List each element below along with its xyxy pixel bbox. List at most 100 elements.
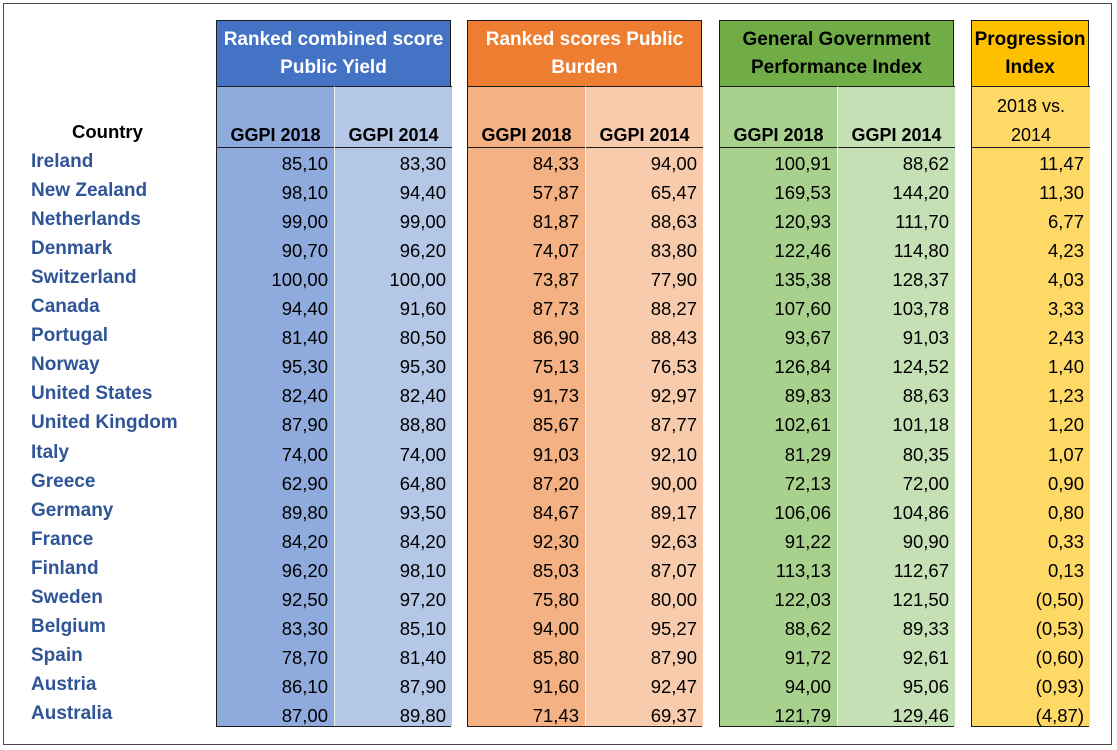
column-header: GGPI 2014: [851, 125, 942, 145]
table-cell: (0,60): [1035, 646, 1084, 668]
table-cell: 87,90: [650, 646, 697, 668]
table-cell: 95,30: [281, 356, 328, 378]
table-cell: 65,47: [650, 182, 697, 204]
table-cell: 6,77: [1047, 211, 1084, 233]
table-cell: 88,27: [650, 298, 697, 320]
table-cell: 96,20: [281, 559, 328, 581]
table-cell: 73,87: [532, 269, 579, 291]
table-cell: 89,17: [650, 501, 697, 523]
table-cell: 85,67: [532, 414, 579, 436]
table-cell: 74,00: [399, 443, 446, 465]
table-cell: 91,60: [532, 675, 579, 697]
table-cell: 87,20: [532, 472, 579, 494]
table-cell: 92,47: [650, 675, 697, 697]
data-column: GGPI 2014 94,00 65,47 88,63 83,80 77,90 88,27 8…: [585, 86, 703, 726]
table-cell: (4,87): [1035, 704, 1084, 726]
public-burden-panel: Ranked scores Public Burden GGPI 2018 84,3…: [467, 20, 703, 727]
data-column: GGPI 2018 84,33 57,87 81,87 74,07 73,87 87,73 8…: [468, 86, 585, 726]
table-cell: 88,80: [399, 414, 446, 436]
table-cell: 83,30: [399, 153, 446, 174]
table-cell: 98,10: [281, 182, 328, 204]
table-cell: 85,80: [532, 646, 579, 668]
table-cell: 72,00: [902, 472, 949, 494]
table-cell: 84,20: [399, 530, 446, 552]
data-column: 2018 vs. 2014 11,47 11,30 6,77 4,23 4,03 3,33 2,…: [972, 86, 1090, 726]
country-name: Ireland: [31, 151, 94, 172]
table-cell: 86,90: [532, 327, 579, 349]
public-yield-panel: Ranked combined score Public Yield GGPI 2…: [216, 20, 452, 727]
table-cell: 89,33: [902, 617, 949, 639]
table-cell: 99,00: [281, 211, 328, 233]
table-cell: 85,10: [399, 617, 446, 639]
group-title: General Government Performance Index: [720, 21, 953, 86]
country-name: France: [31, 528, 94, 550]
table-cell: 104,86: [892, 501, 949, 523]
table-cell: 3,33: [1047, 298, 1084, 320]
table-cell: 93,50: [399, 501, 446, 523]
column-header-rule: [217, 147, 334, 148]
table-cell: 87,90: [281, 414, 328, 436]
group-title: Progression Index: [972, 21, 1088, 86]
table-cell: 74,07: [532, 240, 579, 262]
table-cell: 93,67: [784, 327, 831, 349]
table-cell: 80,50: [399, 327, 446, 349]
table-cell: 78,70: [281, 646, 328, 668]
table-cell: 88,62: [902, 153, 949, 174]
table-cell: 0,90: [1047, 472, 1084, 494]
column-header: GGPI 2018: [733, 125, 824, 145]
table-cell: 88,43: [650, 327, 697, 349]
table-cell: 75,80: [532, 588, 579, 610]
table-cell: 129,46: [892, 704, 949, 726]
table-cell: 106,06: [774, 501, 831, 523]
table-cell: 72,13: [784, 472, 831, 494]
table-cell: 113,13: [775, 559, 831, 581]
table-cell: 111,70: [895, 211, 949, 233]
table-cell: 92,30: [532, 530, 579, 552]
table-cell: 83,30: [281, 617, 328, 639]
column-header: 2014: [1010, 125, 1052, 145]
table-cell: 75,13: [532, 356, 579, 378]
table-cell: 92,63: [650, 530, 697, 552]
table-cell: 114,80: [893, 240, 949, 262]
table-cell: 95,30: [399, 356, 446, 378]
table-cell: 100,00: [389, 269, 446, 291]
table-cell: 0,33: [1047, 530, 1084, 552]
country-name: Norway: [31, 354, 100, 376]
table-cell: 92,10: [650, 443, 697, 465]
ggpi-panel: General Government Performance Index GGPI…: [719, 20, 955, 727]
country-name: Finland: [31, 557, 99, 579]
table-cell: 69,37: [650, 704, 697, 726]
table-cell: 64,80: [399, 472, 446, 494]
table-cell: 77,90: [650, 269, 697, 291]
table-cell: 144,20: [892, 182, 949, 204]
table-cell: 95,27: [650, 617, 697, 639]
table-cell: 81,29: [784, 443, 831, 465]
column-header: GGPI 2018: [481, 125, 572, 145]
table-cell: 95,06: [902, 675, 949, 697]
country-name: Portugal: [31, 325, 109, 347]
table-cell: 91,03: [902, 327, 949, 349]
table-cell: 84,67: [532, 501, 579, 523]
table-cell: 99,00: [399, 211, 446, 233]
table-cell: 87,77: [650, 414, 697, 436]
table-cell: 128,37: [892, 269, 949, 291]
table-cell: 62,90: [281, 472, 328, 494]
table-cell: 135,38: [774, 269, 831, 291]
table-cell: 84,20: [281, 530, 328, 552]
table-cell: 112,67: [893, 559, 949, 581]
table-cell: 1,20: [1047, 414, 1084, 436]
table-cell: 126,84: [774, 356, 831, 378]
country-name: Australia: [31, 702, 113, 724]
group-title: Ranked scores Public Burden: [468, 21, 701, 86]
table-cell: 87,73: [532, 298, 579, 320]
country-name: Canada: [31, 296, 100, 318]
table-cell: 100,00: [271, 269, 328, 291]
table-cell: 1,40: [1047, 356, 1084, 378]
table-cell: 92,97: [650, 385, 697, 407]
table-cell: 91,22: [784, 530, 831, 552]
table-cell: (0,50): [1035, 588, 1084, 610]
table-cell: 87,90: [399, 675, 446, 697]
table-cell: 76,53: [650, 356, 697, 378]
column-header: 2018 vs.: [996, 96, 1066, 116]
table-cell: 81,87: [532, 211, 579, 233]
